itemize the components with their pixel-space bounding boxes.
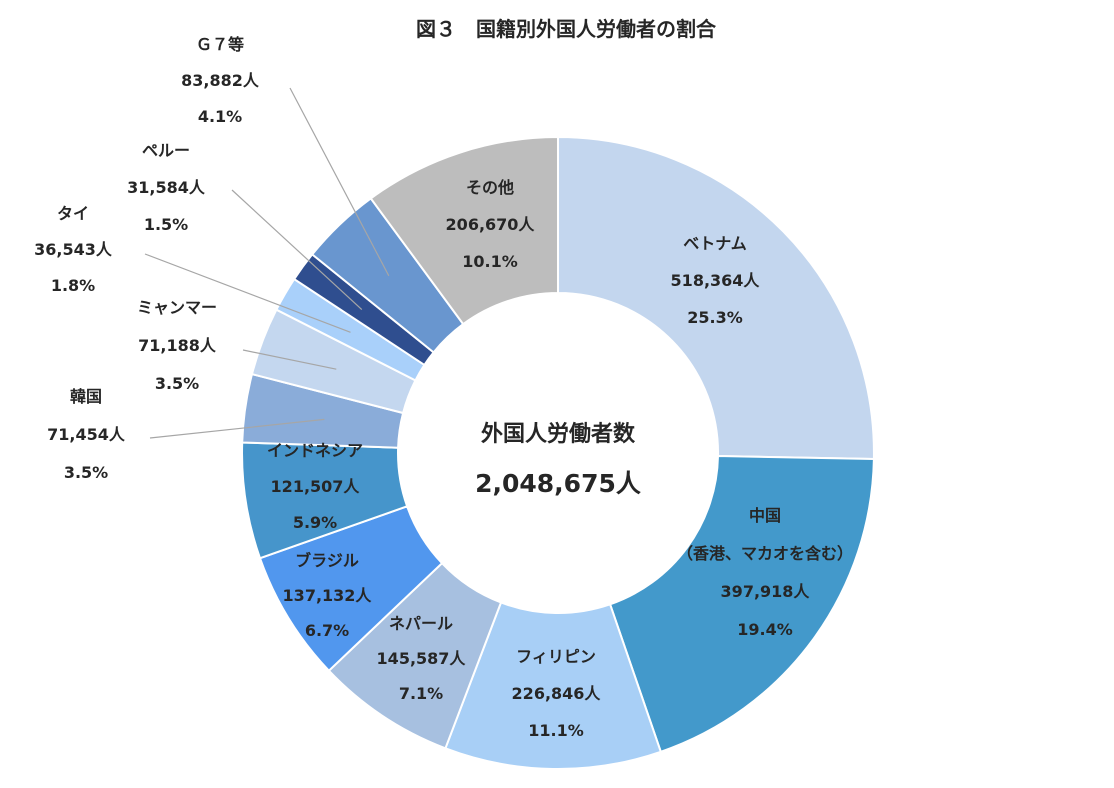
slice-1-name: 中国 xyxy=(749,506,781,525)
leader-line-6 xyxy=(149,418,325,439)
slice-9-name: ペルー xyxy=(142,141,190,160)
slice-1-count-label: 397,918人 xyxy=(721,582,811,601)
leader-line-10 xyxy=(289,87,390,277)
slice-11-count-label: 206,670人 xyxy=(446,215,536,234)
leader-line-7 xyxy=(242,349,337,370)
slice-4-percent: 6.7% xyxy=(305,621,349,640)
slice-11-percent: 10.1% xyxy=(462,252,518,271)
slice-5-name: インドネシア xyxy=(267,441,363,460)
slice-7-percent: 3.5% xyxy=(155,374,199,393)
leader-line-8 xyxy=(144,253,351,333)
slice-6-percent: 3.5% xyxy=(64,463,108,482)
slice-3-count-label: 145,587人 xyxy=(377,649,467,668)
leader-line-9 xyxy=(231,189,363,311)
slice-1-percent: 19.4% xyxy=(737,620,793,639)
slice-4-name: ブラジル xyxy=(295,551,359,570)
slice-5-percent: 5.9% xyxy=(293,513,337,532)
center-value: 2,048,675人 xyxy=(475,469,641,498)
slice-7-name: ミャンマー xyxy=(137,298,217,317)
slice-0-count-label: 518,364人 xyxy=(671,271,761,290)
slice-0 xyxy=(557,135,875,461)
center-label: 外国人労働者数 xyxy=(481,421,636,447)
slice-0-name: ベトナム xyxy=(683,234,747,253)
slice-2-name: フィリピン xyxy=(516,647,596,666)
slice-2-count-label: 226,846人 xyxy=(512,684,602,703)
slice-11 xyxy=(369,135,559,326)
slice-3-name: ネパール xyxy=(389,614,453,633)
slice-6-count-label: 71,454人 xyxy=(47,425,126,444)
slice-4-count-label: 137,132人 xyxy=(283,586,373,605)
slice-8-count-label: 36,543人 xyxy=(34,240,113,259)
slice-10-percent: 4.1% xyxy=(198,107,242,126)
slice-9-percent: 1.5% xyxy=(144,215,188,234)
slice-1-name2: （香港、マカオを含む） xyxy=(677,544,853,563)
slice-2-percent: 11.1% xyxy=(528,721,584,740)
chart-title: 図３ 国籍別外国人労働者の割合 xyxy=(416,17,717,41)
slice-5-count-label: 121,507人 xyxy=(271,477,361,496)
slice-10-name: Ｇ７等 xyxy=(196,35,244,54)
slice-6-name: 韓国 xyxy=(70,387,102,406)
slice-8-name: タイ xyxy=(57,204,89,223)
slice-0-percent: 25.3% xyxy=(687,308,743,327)
slice-7-count-label: 71,188人 xyxy=(138,336,217,355)
slice-11-name: その他 xyxy=(466,178,514,197)
slice-9-count-label: 31,584人 xyxy=(127,178,206,197)
slice-8-percent: 1.8% xyxy=(51,276,95,295)
slice-1 xyxy=(608,454,875,754)
slice-10-count-label: 83,882人 xyxy=(181,71,260,90)
slice-3-percent: 7.1% xyxy=(399,684,443,703)
